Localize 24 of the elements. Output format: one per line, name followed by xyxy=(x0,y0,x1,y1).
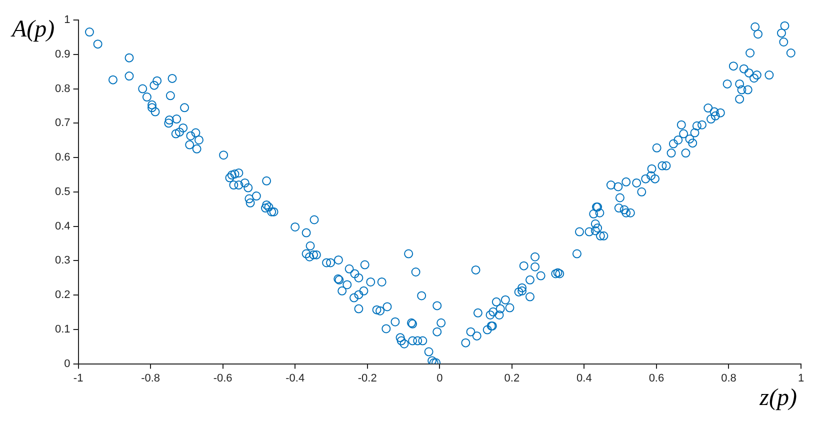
y-tick-label: 0.6 xyxy=(54,152,70,164)
x-tick-label: 0.4 xyxy=(576,372,592,384)
x-tick-label: 0.8 xyxy=(721,372,736,384)
y-tick-label: 0.1 xyxy=(54,323,70,336)
y-tick-label: 1 xyxy=(64,14,70,26)
y-tick-label: 0.8 xyxy=(54,82,70,95)
x-tick-label: 0.2 xyxy=(504,372,520,384)
y-tick-label: 0.2 xyxy=(54,289,70,302)
y-tick-label: 0.7 xyxy=(54,117,70,130)
y-tick-label: 0.5 xyxy=(54,186,70,198)
x-tick-label: 0.6 xyxy=(648,372,664,384)
x-tick-label: -0.2 xyxy=(358,372,377,384)
y-tick-label: 0 xyxy=(64,358,70,370)
x-tick-label: 1 xyxy=(798,372,804,384)
x-tick-label: -0.4 xyxy=(286,372,305,384)
y-tick-label: 0.3 xyxy=(54,254,70,267)
x-tick-label: -0.6 xyxy=(213,372,232,384)
y-axis-title: A(p) xyxy=(10,16,55,42)
x-tick-label: 0 xyxy=(436,372,443,384)
y-tick-label: 0.9 xyxy=(54,48,70,60)
x-axis-title: z(p) xyxy=(758,385,798,412)
x-tick-label: -0.8 xyxy=(141,372,160,384)
y-tick-label: 0.4 xyxy=(54,220,70,232)
x-tick-label: -1 xyxy=(73,372,84,384)
